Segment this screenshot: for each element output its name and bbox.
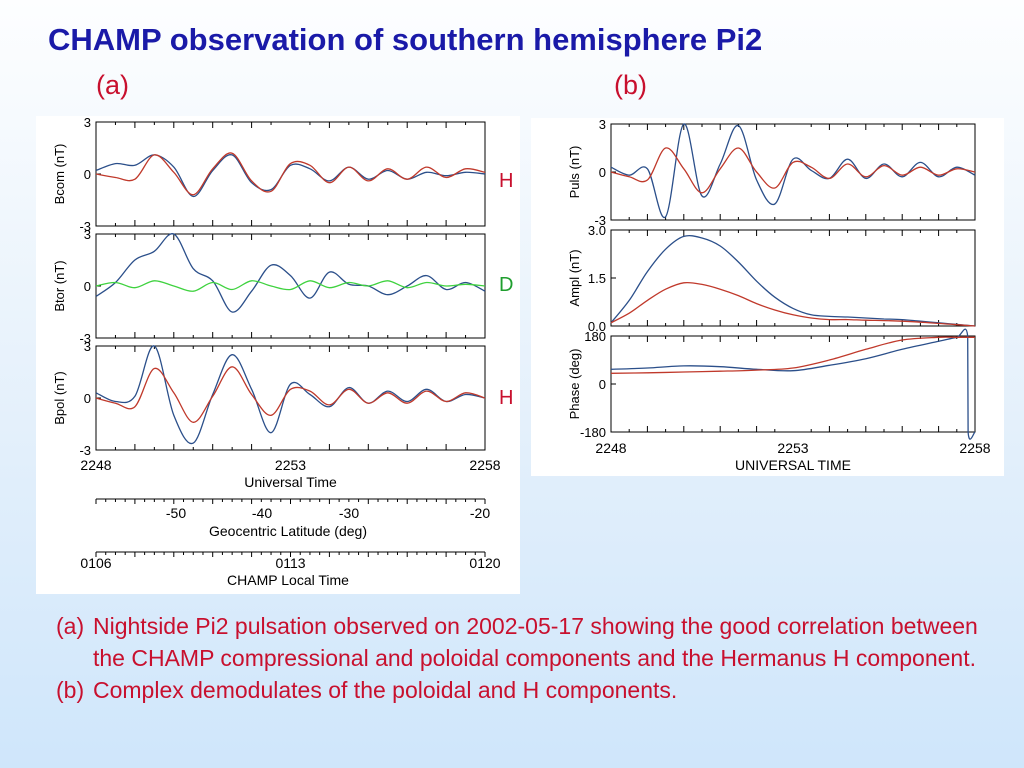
chart-a-ytick-label: -3 [79,331,91,346]
chart-a-xlabel: Universal Time [244,474,337,490]
component-label-h-bottom: H [499,387,514,409]
chart-a-ytick-label: 3 [84,227,91,242]
chart-b-xtick-label: 2258 [959,440,990,456]
panel-a-label: (a) [96,70,129,100]
chart-b-panel-0-series-0 [610,123,976,219]
caption-text-a: Nightside Pi2 pulsation observed on 2002… [93,613,978,671]
chart-b-ytick-label: 3 [599,118,606,132]
chart-a-panel-frame-0 [95,121,486,227]
panel-b-label: (b) [614,70,647,100]
component-label-h-top: H [499,170,514,192]
slide-title: CHAMP observation of southern hemisphere… [48,22,763,57]
chart-b-ytick-label: 3.0 [588,223,606,238]
chart-a-ylabel-2: Bpol (nT) [52,371,67,424]
caption-tag-b: (b) [56,677,85,703]
chart-b-panel-frame-0 [610,123,976,221]
chart-a-panel-0-series-1 [95,152,486,196]
chart-b-ytick-label: 0.0 [588,319,606,334]
chart-a-xtick-label: 2248 [80,457,111,473]
chart-a-ylabel-0: Bcom (nT) [52,144,67,205]
chart-a-ytick-label: -3 [79,219,91,234]
chart-a-panel-2-series-1 [95,366,486,423]
chart-b-ylabel-0: Puls (nT) [567,146,582,199]
figure-a-champ-traces: 3 0 -3 Bcom (nT) 3 0 -3 Btor (nT) 3 0 -3 Bpol (nT) 2… [36,116,520,594]
chart-b-panel-1-series-1 [610,281,976,327]
chart-a-ytick-label: 3 [84,116,91,130]
chart-b-panel-2-series-1 [610,336,975,374]
chart-b-panel-frame-1 [610,229,976,327]
chart-a-panel-1-series-1 [95,280,486,292]
chart-a-latitude-label: Geocentric Latitude (deg) [209,523,367,539]
chart-a-panel-2-series-0 [95,345,486,445]
caption-tag-a: (a) [56,613,85,639]
chart-b-panel-2-series-0 [610,328,976,440]
chart-b-ylabel-1: Ampl (nT) [567,249,582,306]
caption-row-a: (a) Nightside Pi2 pulsation observed on … [56,610,986,674]
chart-b-ytick-label: 180 [584,329,606,344]
chart-b-ytick-label: 0 [599,377,606,392]
chart-a-ytick-label: 0 [84,391,91,406]
chart-a-ytick-label: -3 [79,443,91,458]
chart-a-localtime-tick-label: 0113 [275,555,305,571]
chart-a-ytick-label: 3 [84,339,91,354]
chart-a-localtime-tick-label: 0106 [80,555,111,571]
chart-b-ylabel-2: Phase (deg) [567,349,582,420]
chart-a-ytick-label: 0 [84,279,91,294]
chart-b-ytick-label: -180 [580,425,606,440]
chart-b-ytick-label: -3 [594,213,606,228]
chart-b-ytick-label: 1.5 [588,271,606,286]
chart-a-panel-frame-2 [95,345,486,451]
chart-a-xtick-label: 2258 [469,457,500,473]
caption-text-b: Complex demodulates of the poloidal and … [93,677,678,703]
chart-a-ytick-label: 0 [84,167,91,182]
chart-a-latitude-tick-label: -20 [470,505,490,521]
chart-b-xtick-label: 2248 [595,440,626,456]
chart-a-latitude-tick-label: -40 [252,505,272,521]
chart-a-svg: 3 0 -3 Bcom (nT) 3 0 -3 Btor (nT) 3 0 -3 Bpol (nT) 2… [52,116,501,588]
figure-b-complex-demodulates: 3 0 -3 Puls (nT) 3.0 1.5 0.0 Ampl (nT) 180 0 -180 P… [531,118,1004,476]
chart-a-ylabel-1: Btor (nT) [52,260,67,311]
chart-b-xtick-label: 2253 [777,440,808,456]
chart-b-xlabel: UNIVERSAL TIME [735,457,851,473]
chart-b-panel-frame-2 [610,335,976,433]
chart-a-panel-0-series-0 [95,154,486,198]
chart-b-panel-0-series-1 [610,147,976,194]
chart-b-ytick-label: 0 [599,165,606,180]
chart-a-latitude-tick-label: -30 [339,505,359,521]
chart-b-svg: 3 0 -3 Puls (nT) 3.0 1.5 0.0 Ampl (nT) 180 0 -180 P… [567,118,991,473]
chart-b-panel-1-series-0 [610,234,976,327]
chart-a-panel-frame-1 [95,233,486,339]
chart-a-localtime-tick-label: 0120 [469,555,500,571]
chart-a-panel-1-series-0 [95,233,486,313]
caption-row-b: (b) Complex demodulates of the poloidal … [56,674,986,706]
caption: (a) Nightside Pi2 pulsation observed on … [56,610,986,706]
chart-a-localtime-label: CHAMP Local Time [227,572,349,588]
chart-a-xtick-label: 2253 [275,457,306,473]
component-label-d: D [499,274,514,296]
chart-a-latitude-tick-label: -50 [166,505,186,521]
